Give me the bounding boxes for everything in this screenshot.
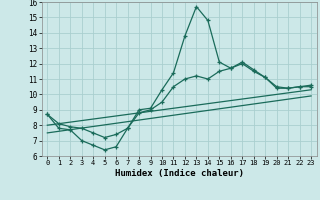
X-axis label: Humidex (Indice chaleur): Humidex (Indice chaleur)	[115, 169, 244, 178]
